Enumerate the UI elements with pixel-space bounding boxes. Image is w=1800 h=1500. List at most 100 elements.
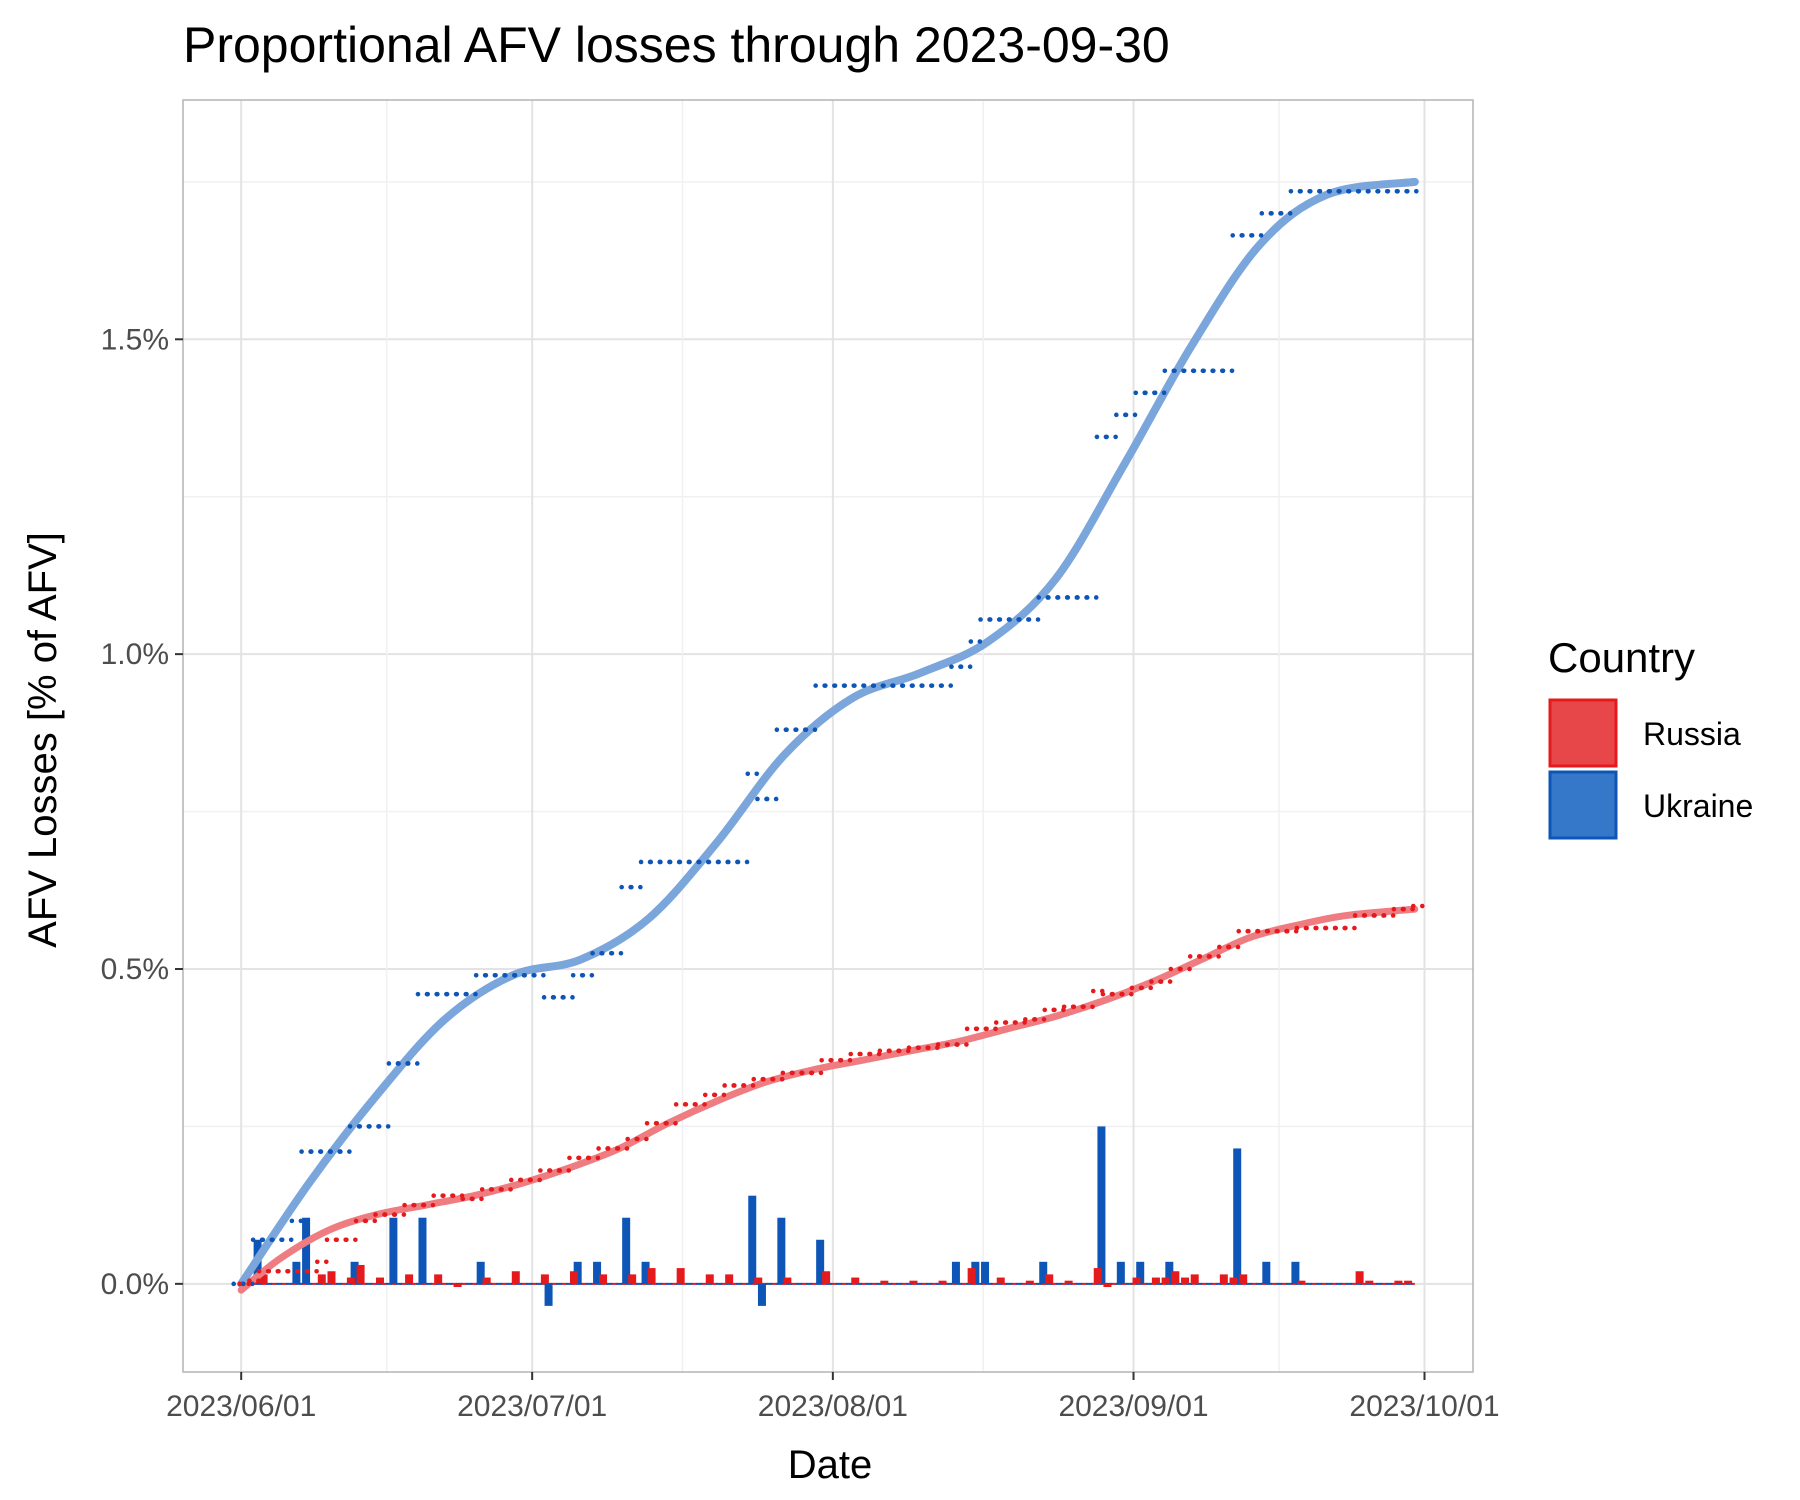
point-ukraine <box>774 727 780 733</box>
point-ukraine <box>599 950 605 956</box>
point-ukraine <box>1249 233 1255 238</box>
point-ukraine <box>706 859 712 865</box>
point-ukraine <box>338 1149 343 1154</box>
point-russia <box>838 1057 844 1063</box>
point-ukraine <box>648 859 654 865</box>
point-ukraine <box>638 884 643 890</box>
point-ukraine <box>1287 211 1293 216</box>
point-ukraine <box>522 972 527 978</box>
point-russia <box>450 1193 456 1198</box>
point-ukraine <box>744 859 750 865</box>
point-russia <box>780 1070 786 1076</box>
point-ukraine <box>1007 617 1012 622</box>
bar-ukraine <box>1039 1261 1048 1284</box>
bar-russia <box>1161 1277 1170 1284</box>
point-ukraine <box>260 1237 266 1243</box>
point-ukraine <box>1093 595 1099 600</box>
point-ukraine <box>570 972 576 978</box>
point-ukraine <box>561 995 566 1000</box>
point-ukraine <box>1181 368 1187 374</box>
point-ukraine <box>1094 434 1100 440</box>
point-ukraine <box>629 884 634 890</box>
point-ukraine <box>619 884 624 890</box>
point-russia <box>1217 944 1222 950</box>
point-ukraine <box>881 683 886 688</box>
point-ukraine <box>958 664 964 670</box>
point-russia <box>858 1051 863 1057</box>
point-ukraine <box>1366 189 1371 194</box>
point-ukraine <box>745 771 751 777</box>
smooth-trend-lines <box>237 177 1419 1294</box>
axis-ticks: 0.0% 0.5% 1.0% 1.5% 2023/06/01 2023/07/01 2023… <box>101 323 1500 1423</box>
point-russia <box>508 1177 514 1183</box>
bar-russia <box>434 1274 443 1284</box>
legend-label-russia: Russia <box>1643 716 1741 752</box>
point-ukraine <box>1191 368 1197 374</box>
point-ukraine <box>454 991 460 997</box>
legend-swatch-ukraine <box>1548 770 1618 840</box>
point-ukraine <box>939 683 945 688</box>
point-ukraine <box>231 1281 236 1287</box>
point-ukraine <box>987 617 993 622</box>
point-ukraine <box>784 727 789 733</box>
point-russia <box>1081 1004 1086 1010</box>
bar-russia <box>705 1274 714 1284</box>
point-russia <box>741 1083 747 1088</box>
point-ukraine <box>357 1124 363 1129</box>
point-russia <box>1352 913 1358 918</box>
point-russia <box>421 1202 427 1208</box>
point-russia <box>372 1218 378 1224</box>
point-ukraine <box>241 1281 246 1287</box>
bar-russia <box>1190 1274 1199 1284</box>
point-russia <box>673 1102 679 1107</box>
point-ukraine <box>1229 368 1235 374</box>
point-russia <box>576 1155 582 1161</box>
point-russia <box>1236 928 1242 934</box>
point-russia <box>635 1136 640 1142</box>
point-ukraine <box>1346 189 1352 194</box>
point-ukraine <box>270 1237 275 1243</box>
point-russia <box>247 1278 252 1283</box>
point-ukraine <box>667 859 673 865</box>
point-ukraine <box>1017 617 1022 622</box>
bar-russia <box>1394 1280 1403 1284</box>
point-ukraine <box>279 1237 285 1243</box>
point-russia <box>401 1212 407 1217</box>
point-russia <box>1148 985 1154 991</box>
point-ukraine <box>735 859 741 865</box>
x-tick-label: 2023/09/01 <box>1058 1390 1208 1423</box>
point-russia <box>392 1212 398 1217</box>
point-russia <box>528 1177 533 1183</box>
point-ukraine <box>444 991 450 997</box>
point-ukraine <box>948 683 954 688</box>
point-ukraine <box>967 664 973 670</box>
point-ukraine <box>1152 390 1158 396</box>
point-ukraine <box>405 1061 411 1066</box>
point-russia <box>441 1193 446 1198</box>
bar-russia <box>1229 1277 1238 1284</box>
point-ukraine <box>386 1061 392 1066</box>
point-russia <box>538 1168 543 1173</box>
point-russia <box>1197 954 1203 959</box>
point-ukraine <box>425 991 430 997</box>
cumulative-loss-points <box>231 189 1425 1287</box>
point-russia <box>1149 979 1154 984</box>
point-russia <box>625 1136 630 1142</box>
x-tick-label: 2023/10/01 <box>1349 1390 1499 1423</box>
point-russia <box>1090 988 1096 994</box>
point-ukraine <box>473 991 478 997</box>
point-ukraine <box>696 859 702 865</box>
point-russia <box>945 1042 951 1047</box>
point-russia <box>683 1102 689 1107</box>
point-ukraine <box>347 1124 353 1129</box>
point-russia <box>712 1092 718 1098</box>
point-ukraine <box>298 1218 304 1224</box>
point-russia <box>847 1057 853 1063</box>
bar-ukraine <box>748 1195 757 1284</box>
point-ukraine <box>716 859 721 865</box>
legend: Country Russia Ukraine <box>1548 634 1753 840</box>
point-russia <box>887 1048 892 1054</box>
point-russia <box>382 1212 388 1217</box>
point-russia <box>732 1083 737 1088</box>
bar-russia <box>1365 1280 1374 1284</box>
